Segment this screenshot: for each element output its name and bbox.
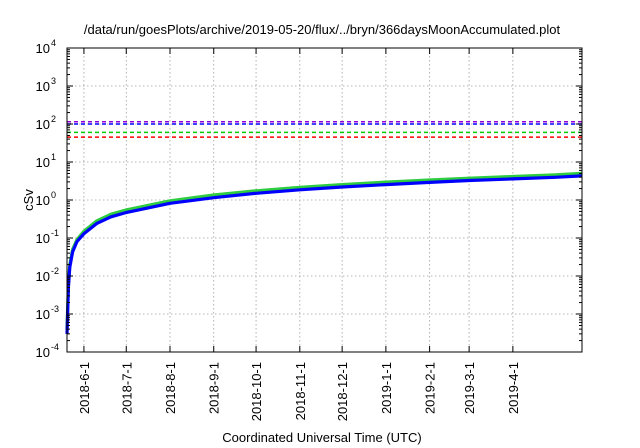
series-lines [65, 171, 583, 334]
y-tick-label: 10 [36, 193, 50, 208]
y-tick-label: 10 [36, 117, 50, 132]
x-tick-label: 2019-3-1 [462, 362, 477, 414]
x-tick-label: 2018-11-1 [293, 362, 308, 420]
y-tick-label: 10 [36, 307, 50, 322]
x-axis-ticks: 2018-6-1 2018-7-1 2018-8-1 2018-9-1 2018-10-… [77, 48, 521, 421]
y-tick-exponent: -2 [51, 266, 59, 276]
x-tick-label: 2018-9-1 [207, 362, 222, 414]
y-tick-exponent: 2 [51, 114, 56, 124]
reference-lines [67, 120, 582, 138]
x-tick-label: 2019-4-1 [506, 362, 521, 414]
x-tick-label: 2019-2-1 [423, 362, 438, 414]
y-tick-label: 10 [36, 79, 50, 94]
series-line [65, 174, 583, 334]
x-tick-label: 2018-7-1 [119, 362, 134, 414]
x-tick-label: 2019-1-1 [379, 362, 394, 414]
y-tick-label: 10 [36, 155, 50, 170]
y-tick-exponent: -1 [51, 228, 59, 238]
chart-title: /data/run/goesPlots/archive/2019-05-20/f… [84, 22, 561, 37]
y-tick-exponent: 0 [51, 190, 56, 200]
series-line [65, 171, 583, 330]
y-tick-exponent: 1 [51, 152, 56, 162]
y-tick-exponent: 3 [51, 76, 56, 86]
x-tick-label: 2018-6-1 [77, 362, 92, 414]
y-tick-label: 10 [36, 345, 50, 360]
x-axis-label: Coordinated Universal Time (UTC) [222, 430, 421, 445]
y-tick-exponent: 4 [51, 38, 56, 48]
x-tick-label: 2018-10-1 [249, 362, 264, 421]
x-tick-label: 2018-12-1 [335, 362, 350, 421]
y-tick-exponent: -4 [51, 342, 59, 352]
grid [67, 48, 582, 352]
y-axis-label: cSv [21, 189, 36, 211]
y-tick-label: 10 [36, 231, 50, 246]
y-tick-label: 10 [36, 41, 50, 56]
x-tick-label: 2018-8-1 [163, 362, 178, 414]
y-tick-label: 10 [36, 269, 50, 284]
y-tick-exponent: -3 [51, 304, 59, 314]
